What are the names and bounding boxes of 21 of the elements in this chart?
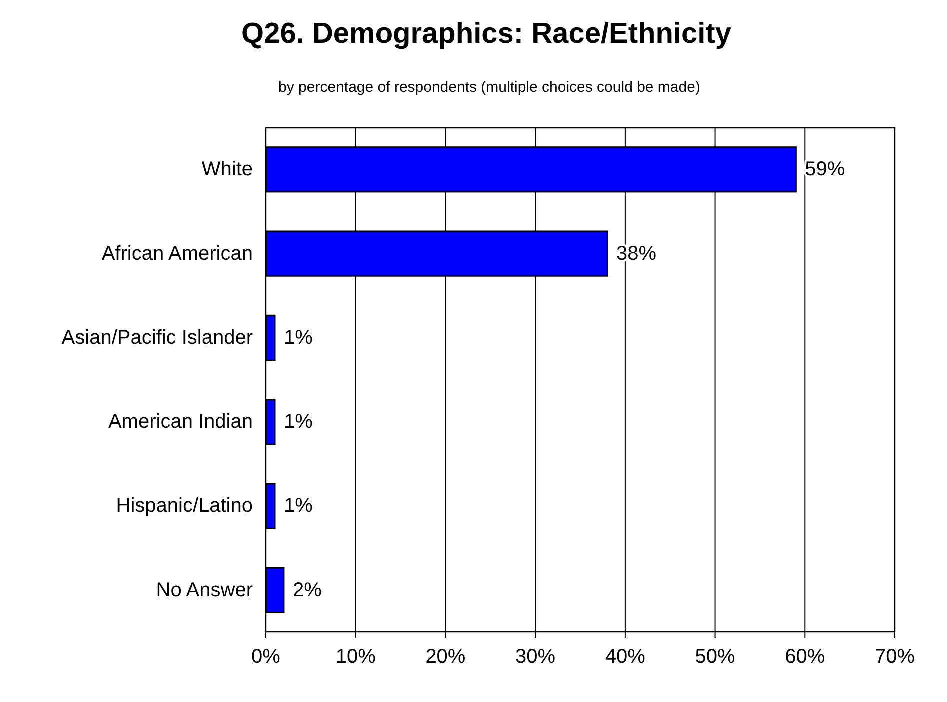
y-tick-label: American Indian xyxy=(108,411,253,434)
y-tick-label: Hispanic/Latino xyxy=(116,495,253,518)
data-label: 1% xyxy=(284,495,314,518)
x-tick-label: 0% xyxy=(252,646,281,668)
y-tick-label: White xyxy=(202,158,253,181)
y-tick-label: Asian/Pacific Islander xyxy=(62,326,254,349)
chart-subtitle: by percentage of respondents (multiple choices could be made) xyxy=(278,79,700,96)
y-tick-label: No Answer xyxy=(156,579,254,602)
x-tick-label: 60% xyxy=(785,646,826,668)
data-label: 1% xyxy=(284,326,314,349)
x-tick-label: 20% xyxy=(426,646,466,668)
y-tick-label: African American xyxy=(102,242,253,265)
data-label: 1% xyxy=(284,411,314,434)
x-tick-label: 50% xyxy=(695,646,736,668)
x-tick-label: 10% xyxy=(336,646,376,668)
x-tick-label: 70% xyxy=(874,646,916,668)
data-label: 2% xyxy=(292,579,322,602)
data-label: 59% xyxy=(805,158,846,181)
x-tick-label: 40% xyxy=(605,646,646,668)
x-tick-label: 30% xyxy=(516,646,556,668)
chart-title: Q26. Demographics: Race/Ethnicity xyxy=(242,18,732,50)
